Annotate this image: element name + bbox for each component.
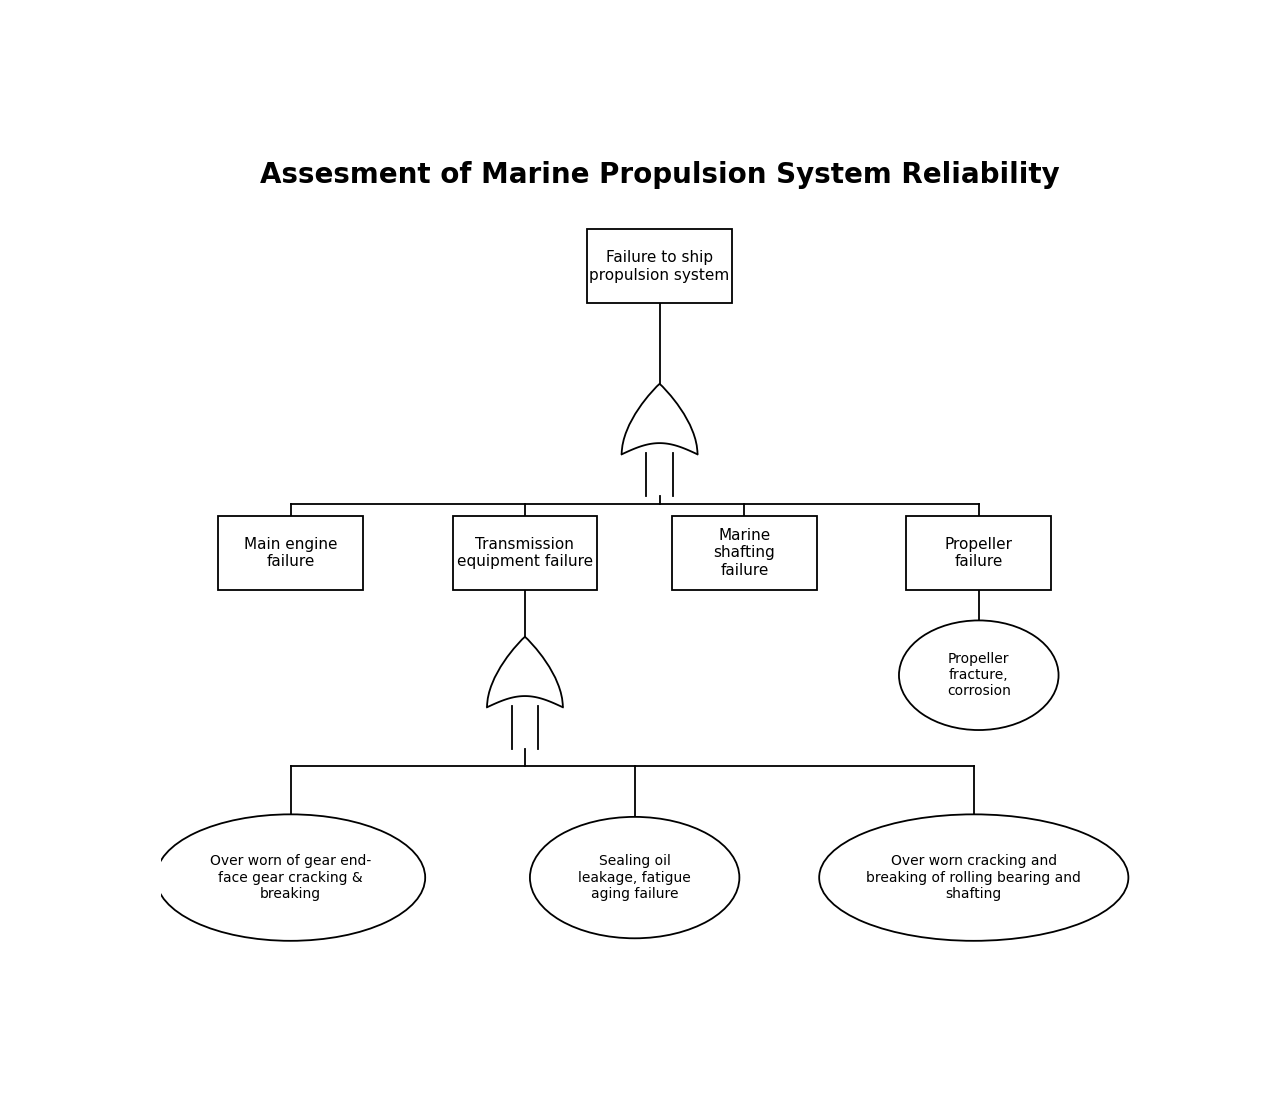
Ellipse shape (156, 815, 425, 941)
Text: Assesment of Marine Propulsion System Reliability: Assesment of Marine Propulsion System Re… (260, 161, 1059, 189)
FancyBboxPatch shape (219, 516, 363, 590)
Text: Over worn of gear end-
face gear cracking &
breaking: Over worn of gear end- face gear crackin… (210, 854, 371, 901)
FancyBboxPatch shape (587, 229, 732, 303)
PathPatch shape (622, 384, 698, 454)
PathPatch shape (486, 637, 562, 707)
FancyBboxPatch shape (672, 516, 817, 590)
Ellipse shape (819, 815, 1129, 941)
Text: Main engine
failure: Main engine failure (243, 537, 337, 569)
Text: Sealing oil
leakage, fatigue
aging failure: Sealing oil leakage, fatigue aging failu… (578, 854, 691, 901)
Ellipse shape (530, 817, 739, 938)
FancyBboxPatch shape (906, 516, 1051, 590)
Text: Propeller
failure: Propeller failure (945, 537, 1013, 569)
Text: Propeller
fracture,
corrosion: Propeller fracture, corrosion (947, 652, 1010, 699)
Text: Over worn cracking and
breaking of rolling bearing and
shafting: Over worn cracking and breaking of rolli… (866, 854, 1081, 901)
Text: Transmission
equipment failure: Transmission equipment failure (457, 537, 593, 569)
FancyBboxPatch shape (453, 516, 597, 590)
Text: Marine
shafting
failure: Marine shafting failure (713, 528, 775, 578)
Text: Failure to ship
propulsion system: Failure to ship propulsion system (589, 250, 730, 283)
Ellipse shape (898, 621, 1058, 730)
